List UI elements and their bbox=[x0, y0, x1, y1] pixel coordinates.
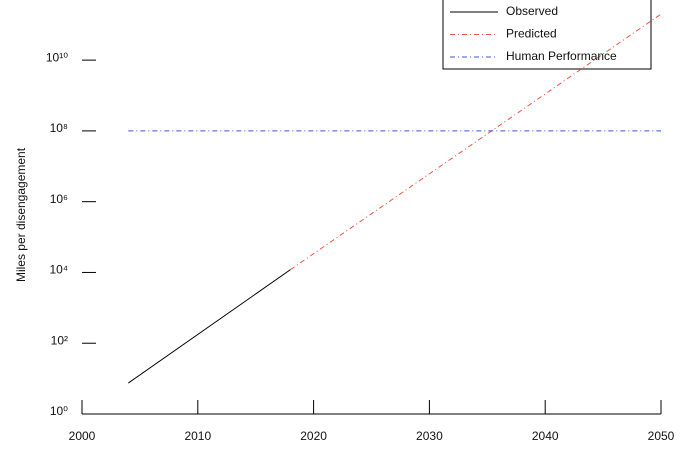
y-tick-label: 10² bbox=[51, 333, 68, 347]
legend-label: Observed bbox=[506, 4, 558, 18]
x-tick-label: 2020 bbox=[300, 429, 327, 443]
y-tick-label: 10¹⁰ bbox=[46, 50, 68, 64]
y-tick-label: 10⁸ bbox=[50, 121, 68, 135]
x-tick-label: 2040 bbox=[532, 429, 559, 443]
series-line bbox=[290, 13, 662, 271]
x-tick-label: 2050 bbox=[648, 429, 675, 443]
legend-label: Predicted bbox=[506, 27, 557, 41]
x-tick-label: 2000 bbox=[69, 429, 96, 443]
legend-label: Human Performance bbox=[506, 49, 617, 63]
y-tick-label: 10⁰ bbox=[50, 404, 68, 418]
x-tick-label: 2010 bbox=[184, 429, 211, 443]
y-tick-label: 10⁴ bbox=[49, 263, 68, 277]
series-line bbox=[128, 269, 291, 384]
x-tick-label: 2030 bbox=[416, 429, 443, 443]
y-tick-label: 10⁶ bbox=[50, 192, 68, 206]
y-axis-label: Miles per disengagement bbox=[14, 147, 28, 282]
